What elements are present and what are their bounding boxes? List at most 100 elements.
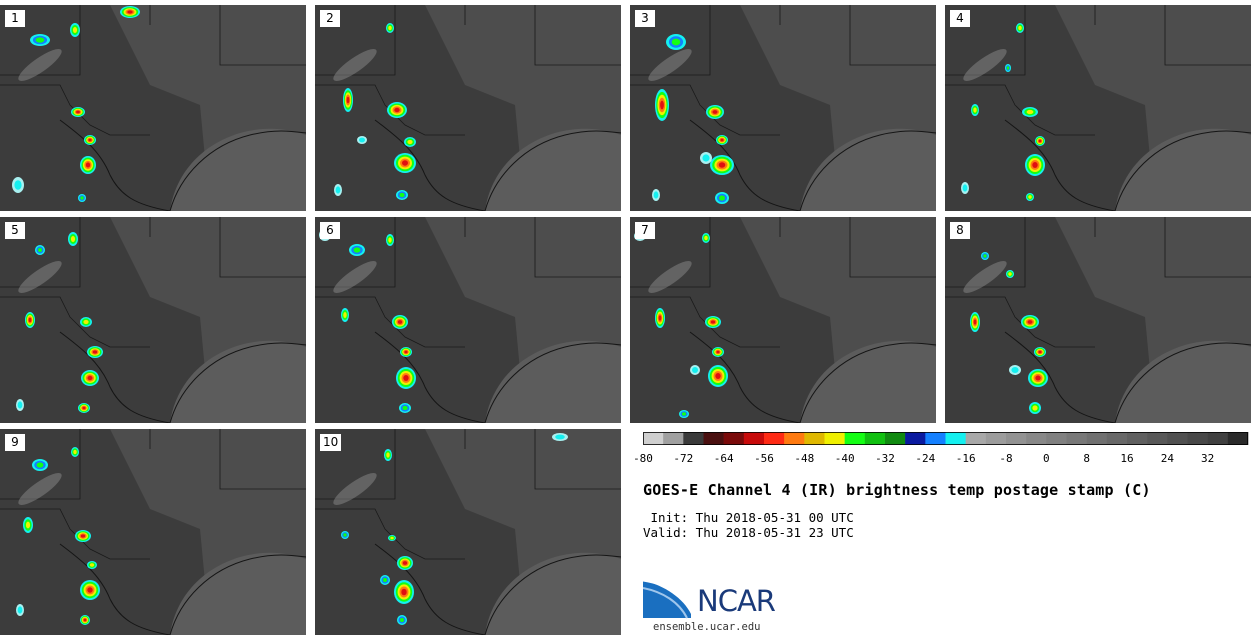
- forecast-panel: 2: [315, 5, 621, 211]
- forecast-panel: 9: [0, 429, 306, 635]
- ncar-swoosh-logo-icon: [643, 578, 697, 619]
- ir-brightness-map: [315, 429, 621, 635]
- colorbar-segment: [723, 432, 745, 445]
- colorbar-tick-label: -80: [633, 452, 653, 465]
- ir-brightness-map: [630, 217, 936, 423]
- colorbar-segment: [764, 432, 785, 445]
- storm-cell: [658, 315, 662, 321]
- storm-cell: [1038, 350, 1042, 354]
- storm-cell: [73, 449, 77, 455]
- storm-cell: [983, 254, 987, 258]
- storm-cell: [36, 462, 44, 468]
- storm-cell: [402, 160, 408, 166]
- storm-cell: [25, 521, 31, 529]
- storm-cell: [1032, 405, 1038, 411]
- storm-cell: [1035, 375, 1041, 381]
- storm-cell: [1006, 66, 1010, 70]
- panel-number: 4: [950, 10, 970, 27]
- storm-cell: [719, 195, 725, 201]
- storm-cell: [346, 96, 350, 104]
- colorbar-segment: [703, 432, 724, 445]
- colorbar-tick-label: -40: [834, 452, 855, 465]
- storm-cell: [399, 192, 405, 198]
- logo-url: ensemble.ucar.edu: [653, 621, 761, 633]
- colorbar-tick-label: -48: [794, 452, 815, 465]
- colorbar-segment: [985, 432, 1007, 445]
- colorbar-segment: [965, 432, 987, 445]
- forecast-panel: 1: [0, 5, 306, 211]
- storm-cell: [14, 180, 22, 190]
- forecast-panel: 7: [630, 217, 936, 423]
- colorbar-tick-label: -24: [915, 452, 936, 465]
- storm-cell: [962, 184, 968, 192]
- forecast-panel: 4: [945, 5, 1251, 211]
- figure-title: GOES-E Channel 4 (IR) brightness temp po…: [643, 481, 1151, 499]
- colorbar-segment: [743, 432, 765, 445]
- colorbar-tick-label: -32: [875, 452, 895, 465]
- storm-cell: [407, 139, 413, 145]
- storm-cell: [89, 563, 95, 567]
- storm-cell: [715, 373, 721, 379]
- storm-cell: [712, 110, 718, 114]
- storm-cell: [653, 191, 659, 199]
- storm-cell: [127, 10, 133, 14]
- storm-cell: [399, 617, 405, 623]
- storm-cell: [80, 196, 84, 200]
- colorbar-segment: [804, 432, 825, 445]
- colorbar-tick-label: -56: [754, 452, 774, 465]
- storm-cell: [1018, 25, 1022, 31]
- colorbar-segment: [925, 432, 946, 445]
- storm-cell: [388, 237, 392, 243]
- colorbar-segment: [1207, 432, 1229, 445]
- colorbar-segment: [905, 432, 926, 445]
- colorbar-segment: [1066, 432, 1087, 445]
- storm-cell: [1026, 109, 1034, 115]
- colorbar-segment: [663, 432, 684, 445]
- forecast-panel: 3: [630, 5, 936, 211]
- storm-cell: [397, 320, 403, 324]
- storm-cell: [704, 235, 708, 241]
- colorbar-segment: [1026, 432, 1047, 445]
- storm-cell: [92, 350, 98, 354]
- storm-cell: [394, 107, 400, 113]
- storm-cell: [87, 375, 93, 381]
- storm-cell: [28, 317, 32, 323]
- colorbar-tick-label: 16: [1120, 452, 1134, 465]
- forecast-panel: 6: [315, 217, 621, 423]
- storm-cell: [70, 236, 76, 242]
- valid-time: Valid: Thu 2018-05-31 23 UTC: [643, 525, 854, 540]
- storm-cell: [386, 452, 390, 458]
- colorbar-tick-label: -72: [673, 452, 694, 465]
- storm-cell: [720, 138, 724, 142]
- storm-cell: [718, 162, 726, 168]
- storm-cell: [87, 587, 93, 593]
- colorbar-segment: [1227, 432, 1249, 445]
- storm-cell: [702, 154, 710, 162]
- storm-cell: [402, 405, 408, 411]
- storm-cell: [382, 577, 388, 583]
- colorbar: [643, 432, 1249, 445]
- storm-cell: [88, 138, 92, 142]
- ir-brightness-map: [945, 5, 1251, 211]
- colorbar-tick-label: -16: [955, 452, 976, 465]
- storm-cell: [1027, 320, 1033, 324]
- storm-cell: [555, 434, 565, 440]
- panel-number: 6: [320, 222, 340, 239]
- storm-cell: [1028, 195, 1032, 199]
- ir-brightness-map: [630, 5, 936, 211]
- forecast-panel: 8: [945, 217, 1251, 423]
- ir-brightness-map: [315, 217, 621, 423]
- storm-cell: [681, 412, 687, 416]
- ir-brightness-map: [0, 5, 306, 211]
- storm-cell: [335, 186, 341, 194]
- storm-cell: [388, 25, 392, 31]
- colorbar-segment: [945, 432, 966, 445]
- ir-brightness-map: [0, 429, 306, 635]
- colorbar-segment: [1187, 432, 1208, 445]
- storm-cell: [72, 27, 78, 33]
- panel-number: 8: [950, 222, 970, 239]
- colorbar-tick-label: 32: [1201, 452, 1215, 465]
- ir-brightness-map: [315, 5, 621, 211]
- panel-number: 5: [5, 222, 25, 239]
- colorbar-tick-label: -64: [713, 452, 734, 465]
